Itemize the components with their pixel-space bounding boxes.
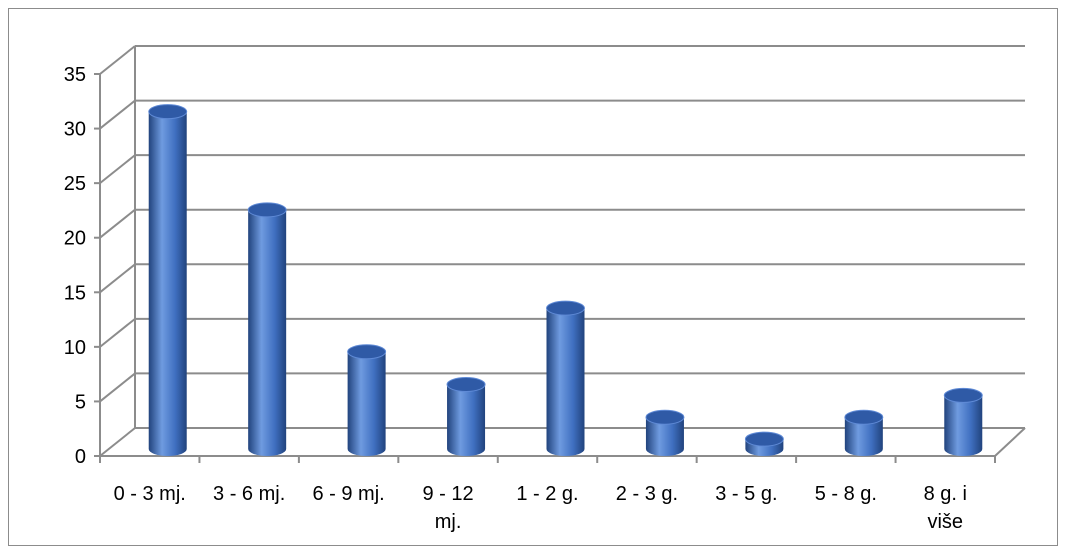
gridline-connector-5 [99, 154, 136, 184]
bar-2 [347, 344, 387, 457]
y-tick-label-1: 5 [75, 391, 86, 413]
floor-right-edge [994, 427, 1026, 457]
bar-4 [546, 300, 585, 457]
bar-top-6 [744, 431, 784, 447]
bar-top-8 [943, 387, 983, 403]
bar-body-1 [248, 209, 287, 456]
x-tick-label-3-line1: mj. [435, 511, 462, 533]
x-tick-label-6: 3 - 5 g. [715, 483, 777, 505]
x-tick-label-0: 0 - 3 mj. [114, 483, 186, 505]
y-tick-label-0: 0 [75, 446, 86, 468]
bar-top-4 [546, 300, 585, 316]
bar-0 [148, 104, 188, 457]
y-tick-label-3: 15 [64, 282, 86, 304]
bar-top-0 [148, 104, 188, 120]
x-tick-label-4: 1 - 2 g. [516, 483, 578, 505]
bar-top-5 [645, 409, 685, 425]
gridline-connector-0 [99, 427, 136, 457]
bar-body-2 [347, 351, 386, 457]
bar-body-0 [148, 111, 187, 457]
bar-body-3 [447, 384, 486, 457]
bar-8 [943, 387, 983, 457]
bar-top-1 [247, 202, 287, 218]
bar-6 [744, 431, 784, 457]
bar-3 [446, 377, 486, 457]
x-tick-label-1: 3 - 6 mj. [213, 483, 285, 505]
y-tick-label-2: 10 [64, 337, 86, 359]
y-tick-label-4: 20 [64, 228, 86, 250]
x-tick-label-8: 8 g. i [924, 483, 967, 505]
gridline-connector-4 [99, 208, 136, 239]
bar-1 [247, 202, 287, 456]
gridline-connector-6 [99, 99, 136, 130]
gridline-connector-3 [99, 263, 136, 294]
bar-body-8 [944, 395, 983, 457]
bar-7 [844, 409, 884, 457]
bar-body-7 [844, 417, 883, 457]
x-tick-label-3: 9 - 12 [422, 483, 473, 505]
gridline-connector-2 [99, 318, 136, 348]
y-tick-label-7: 35 [64, 64, 86, 86]
x-tick-label-2: 6 - 9 mj. [312, 483, 384, 505]
y-tick-label-6: 30 [64, 119, 86, 141]
x-tick-label-8-line1: više [927, 511, 963, 533]
axes [94, 46, 1026, 463]
bar-top-7 [844, 409, 884, 425]
x-tick-label-5: 2 - 3 g. [616, 483, 678, 505]
gridline-connector-1 [99, 372, 136, 403]
y-tick-label-5: 25 [64, 173, 86, 195]
bar-5 [645, 409, 685, 457]
bar-top-3 [446, 377, 486, 393]
bars [148, 104, 983, 457]
bar-body-4 [546, 308, 585, 457]
y-tick-labels: 0 5 10 15 20 25 30 35 [64, 64, 86, 468]
gridline-connector-7 [99, 45, 136, 75]
x-tick-label-7: 5 - 8 g. [815, 483, 877, 505]
x-tick-labels: 0 - 3 mj. 3 - 6 mj. 6 - 9 mj. 9 - 12 mj. 1 - … [114, 483, 967, 533]
bar-body-5 [645, 417, 684, 457]
bar-top-2 [347, 344, 387, 360]
